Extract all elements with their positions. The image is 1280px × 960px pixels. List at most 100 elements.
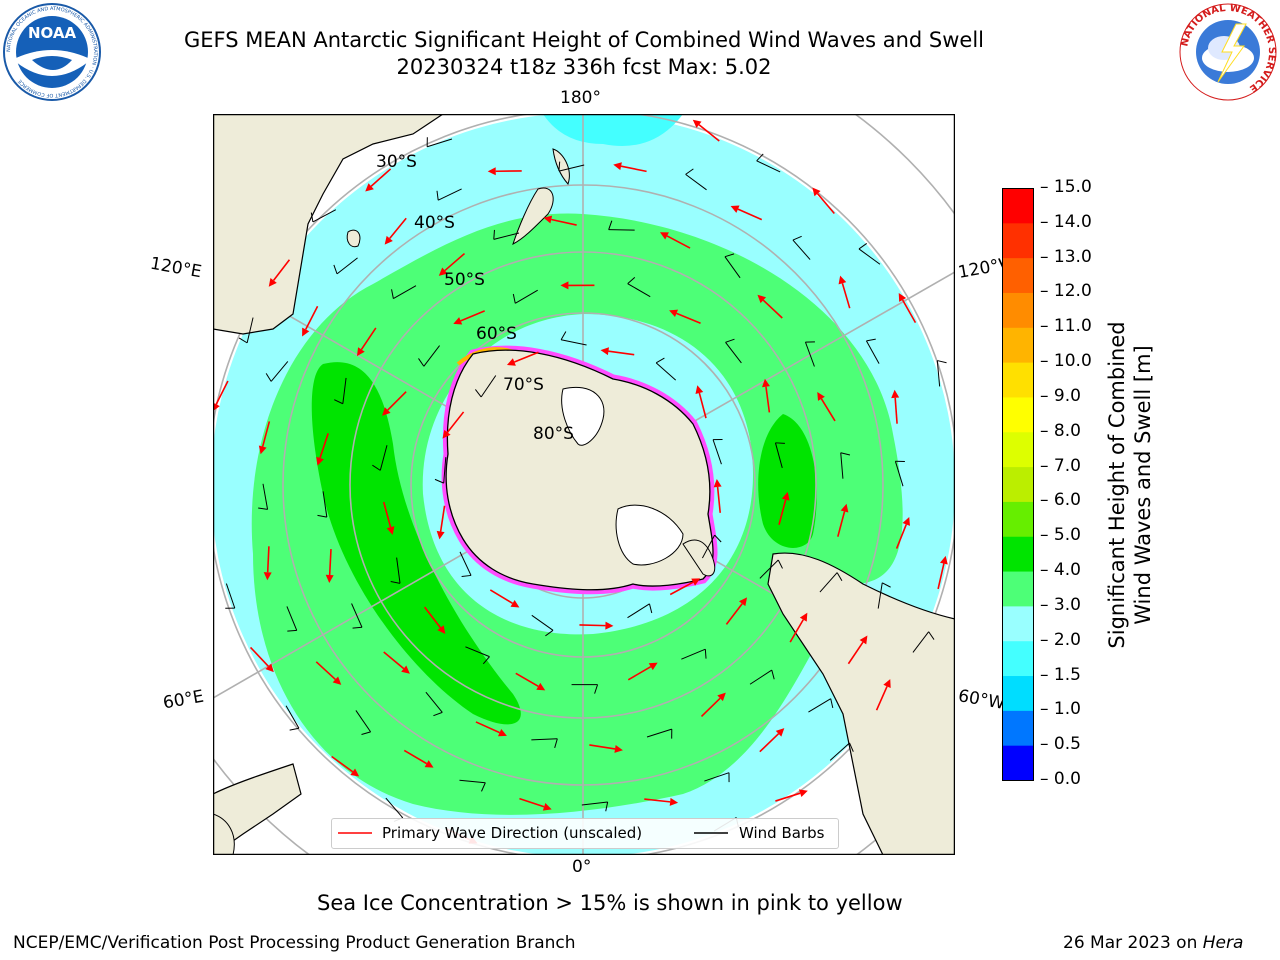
wave-arrow-head (669, 797, 679, 806)
wind-barb (443, 457, 447, 484)
wave-arrow-head (840, 503, 849, 513)
wind-barb-flag (333, 264, 338, 275)
wind-barb (865, 340, 880, 364)
wave-arrow-head (487, 167, 496, 176)
colorbar-tick-label: – 0.5 (1040, 734, 1081, 755)
wind-barb-flag (605, 801, 609, 812)
colorbar-segment (1002, 188, 1034, 224)
chart-subtitle: 20230324 t18z 336h fcst Max: 5.02 (396, 55, 772, 79)
wave-arrow (382, 501, 392, 528)
wind-barb-flag (704, 649, 707, 659)
wind-barb (262, 483, 269, 510)
wave-arrow (331, 755, 354, 773)
colorbar-title: Significant Height of Combined Wind Wave… (1104, 321, 1156, 648)
wave-arrow (789, 619, 804, 643)
footer-branch: NCEP/EMC/Verification Post Processing Pr… (13, 933, 576, 953)
colorbar-segment (1002, 605, 1034, 642)
wave-arrow (841, 283, 851, 309)
wave-arrow (895, 524, 908, 549)
wave-arrow-head (506, 358, 516, 366)
wind-barb-flag (756, 153, 764, 162)
wave-arrow (305, 305, 319, 330)
wind-barb (355, 710, 372, 733)
wave-arrow (423, 606, 442, 629)
wind-barb (351, 603, 363, 628)
nws-logo: NATIONAL WEATHER SERVICE (1179, 3, 1277, 101)
wind-barb (749, 669, 773, 685)
wind-barb-flag (481, 782, 486, 792)
wind-barb (285, 705, 300, 729)
wave-arrow-head (838, 275, 847, 285)
wave-arrow (759, 733, 780, 753)
wind-barb (829, 742, 850, 761)
wind-barb (531, 614, 554, 631)
wind-barb-flag (627, 276, 636, 285)
wind-barb-flag (317, 514, 327, 518)
wave-arrow (579, 624, 606, 627)
wave-arrow-head (453, 317, 463, 325)
wave-arrow-head (775, 728, 785, 737)
wind-barb (379, 445, 388, 471)
colorbar-tick-label: – 14.0 (1040, 211, 1092, 232)
wave-arrow (328, 548, 332, 576)
wave-arrow (446, 411, 465, 433)
wave-arrow-head (738, 597, 748, 607)
wind-barb-flag (287, 629, 297, 632)
wave-arrow-head (213, 402, 220, 412)
wind-barb-flag (265, 373, 272, 382)
wind-barb-flag (866, 338, 876, 342)
colorbar-title-line1: Significant Height of Combined (1105, 321, 1129, 649)
wave-arrow (370, 168, 392, 187)
wave-legend-swatch (338, 832, 372, 834)
wave-arrow (589, 744, 616, 750)
wave-arrow-head (798, 789, 808, 798)
wave-arrow-head (613, 162, 622, 171)
wind-barb (437, 188, 462, 201)
wave-arrow (627, 666, 652, 681)
wind-barb-flag (594, 684, 599, 694)
wave-arrow-head (510, 599, 520, 608)
africa-land (213, 763, 302, 855)
colorbar-segment (1002, 431, 1034, 468)
wind-barb (724, 256, 741, 279)
wave-arrow-head (902, 516, 910, 526)
colorbar-segment (1002, 362, 1034, 398)
wave-arrow (608, 350, 635, 356)
wave-arrow-head (812, 187, 821, 197)
colorbar-tick-label: – 1.5 (1040, 664, 1081, 685)
wave-arrow-head (600, 347, 609, 356)
wave-arrow-head (424, 760, 434, 768)
wave-arrow-head (386, 526, 395, 535)
colorbar-segment (1002, 396, 1034, 433)
colorbar-segment (1002, 745, 1034, 781)
footer-date: 26 Mar 2023 on Hera (1063, 933, 1243, 953)
wave-arrow (360, 327, 377, 350)
wind-barb (894, 461, 904, 487)
wind-barb-flag (840, 452, 851, 456)
wind-barb-flag (474, 389, 482, 398)
wind-barb (912, 631, 930, 653)
wave-arrow-head (332, 676, 342, 685)
wave-4-5m-region-east (758, 414, 817, 548)
lat-label-60s: 60°S (476, 324, 517, 344)
wave-arrow-head (302, 327, 310, 337)
wave-arrow (816, 193, 835, 214)
lon-label-0: 0° (572, 857, 592, 877)
wind-barb (756, 160, 781, 173)
wave-arrow-head (356, 347, 365, 357)
colorbar (1002, 188, 1034, 781)
lat-label-40s: 40°S (414, 213, 455, 233)
wave-arrow (514, 351, 539, 363)
wave-arrow (765, 386, 771, 413)
wind-barb-flag (792, 235, 802, 241)
wave-arrow-head (695, 385, 704, 394)
colorbar-tick-label: – 9.0 (1040, 385, 1081, 406)
colorbar-segment (1002, 501, 1034, 537)
wave-arrow-head (799, 612, 808, 622)
lat-label-80s: 80°S (533, 424, 574, 444)
wave-arrow (698, 392, 707, 419)
colorbar-segment (1002, 571, 1034, 607)
wind-barb-flag (391, 289, 394, 299)
lat-label-70s: 70°S (503, 375, 544, 395)
colorbar-segment (1002, 257, 1034, 293)
